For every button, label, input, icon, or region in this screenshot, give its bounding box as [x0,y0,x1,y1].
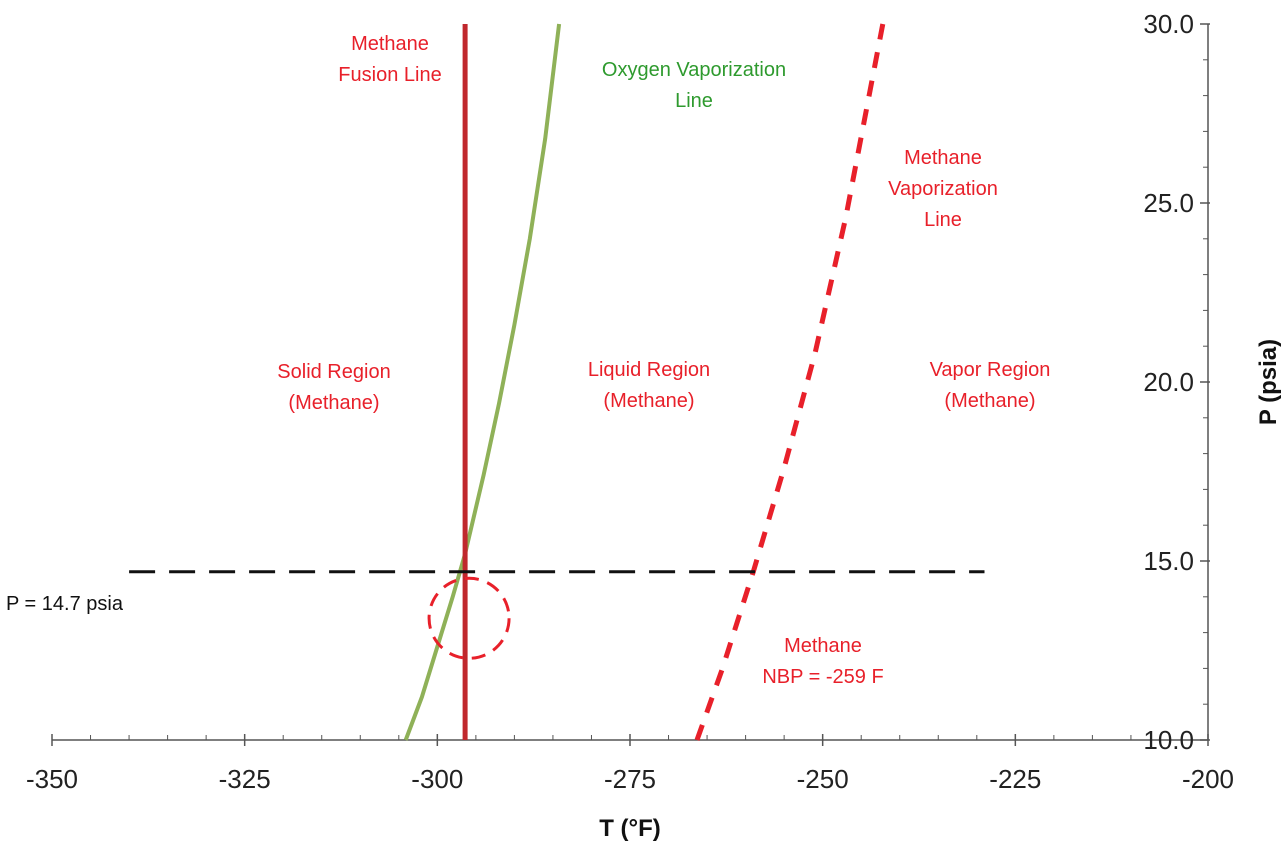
x-tick-label: -250 [797,764,849,794]
liquid-region-annotation: Liquid Region (Methane) [588,359,710,412]
x-axis-title: T (°F) [599,815,661,842]
y-axis-title: P (psia) [1255,339,1282,425]
solid-region-annotation-line: Solid Region [277,361,390,383]
vapor-region-annotation-line: (Methane) [944,390,1035,412]
methane-fusion-line-annotation-line: Fusion Line [338,64,441,86]
oxygen-vaporization-series [403,23,562,741]
axes: -350 -325 -300 -275 -250 -225 -200 10.0 15.0 20.… [26,9,1234,794]
pressure-label-annotation: P = 14.7 psia [6,593,124,615]
solid-region-annotation-line: (Methane) [288,392,379,414]
methane-vaporization-line-annotation-line: Vaporization [888,178,998,200]
methane-vaporization-line-annotation-line: Methane [904,147,982,169]
vapor-region-annotation: Vapor Region (Methane) [930,359,1051,412]
methane-vaporization-line-annotation-line: Line [924,209,962,231]
oxygen-vaporization-line-annotation: Oxygen Vaporization Line [602,59,786,112]
y-tick-label: 30.0 [1143,9,1194,39]
x-tick-label: -200 [1182,764,1234,794]
oxygen-vaporization-line-annotation-line: Oxygen Vaporization [602,59,786,81]
methane-nbp-annotation: Methane NBP = -259 F [762,635,883,688]
methane-vaporization-line-annotation: Methane Vaporization Line [888,147,998,231]
pressure-label-annotation-line: P = 14.7 psia [6,593,124,615]
y-tick-label: 20.0 [1143,367,1194,397]
y-tick-label: 25.0 [1143,188,1194,218]
x-tick-label: -350 [26,764,78,794]
highlight-circle [427,576,511,660]
x-tick-label: -325 [219,764,271,794]
annotation-layer: Methane Fusion Line Oxygen Vaporization Lin… [6,33,1050,688]
x-tick-label: -225 [989,764,1041,794]
vapor-region-annotation-line: Vapor Region [930,359,1051,381]
solid-region-annotation: Solid Region (Methane) [277,361,390,414]
x-tick-label: -275 [604,764,656,794]
y-tick-label: 10.0 [1143,725,1194,755]
liquid-region-annotation-line: (Methane) [603,390,694,412]
methane-nbp-annotation-line: NBP = -259 F [762,666,883,688]
series-layer [129,23,985,741]
y-ticks: 10.0 15.0 20.0 25.0 30.0 [1143,9,1210,755]
methane-nbp-annotation-line: Methane [784,635,862,657]
liquid-region-annotation-line: Liquid Region [588,359,710,381]
methane-vaporization-series [694,23,886,741]
oxygen-vaporization-line-annotation-line: Line [675,90,713,112]
x-ticks: -350 -325 -300 -275 -250 -225 -200 [26,734,1234,794]
x-tick-label: -300 [411,764,463,794]
y-tick-label: 15.0 [1143,546,1194,576]
methane-fusion-line-annotation-line: Methane [351,33,429,55]
methane-fusion-line-annotation: Methane Fusion Line [338,33,441,86]
